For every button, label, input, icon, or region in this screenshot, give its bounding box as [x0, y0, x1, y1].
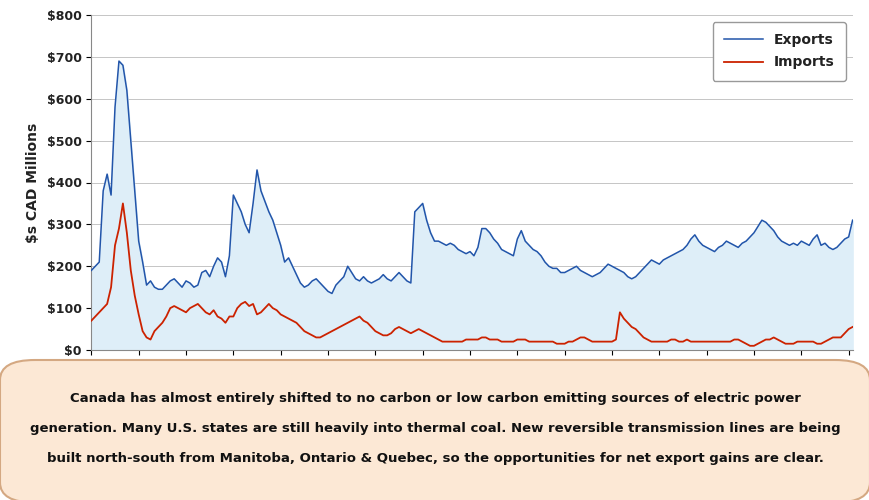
Text: Canada has almost entirely shifted to no carbon or low carbon emitting sources o: Canada has almost entirely shifted to no… [70, 392, 799, 405]
Text: built north-south from Manitoba, Ontario & Quebec, so the opportunities for net : built north-south from Manitoba, Ontario… [47, 452, 822, 465]
Imports [700, 338, 711, 344]
Imports [677, 338, 687, 344]
Imports [448, 338, 459, 344]
Exports [327, 290, 337, 296]
Line: Exports: Exports [91, 61, 852, 294]
Imports [846, 324, 857, 330]
Line: Imports: Imports [91, 204, 852, 346]
X-axis label: Year & Month: Year & Month [414, 392, 529, 407]
Imports [484, 336, 494, 342]
Exports [453, 246, 463, 252]
Exports [488, 236, 498, 242]
Y-axis label: $s CAD Millions: $s CAD Millions [26, 122, 40, 242]
Exports [86, 268, 96, 274]
Legend: Exports, Imports: Exports, Imports [712, 22, 845, 80]
Exports [114, 58, 124, 64]
Exports [161, 282, 171, 288]
Exports [705, 246, 715, 252]
Text: generation. Many U.S. states are still heavily into thermal coal. New reversible: generation. Many U.S. states are still h… [30, 422, 839, 435]
Imports [248, 301, 258, 307]
Imports [161, 314, 171, 320]
Exports [681, 242, 692, 248]
Exports [248, 200, 258, 206]
Imports [117, 200, 128, 206]
Exports [846, 217, 857, 223]
Imports [86, 318, 96, 324]
Imports [744, 343, 754, 349]
